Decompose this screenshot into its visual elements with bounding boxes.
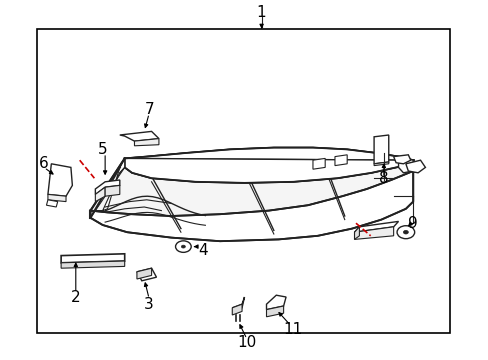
Polygon shape	[334, 155, 346, 166]
Polygon shape	[61, 254, 124, 263]
Bar	[37, 29, 449, 333]
Polygon shape	[124, 148, 412, 160]
Polygon shape	[90, 148, 412, 216]
Polygon shape	[312, 158, 325, 169]
Polygon shape	[134, 139, 159, 146]
Polygon shape	[354, 221, 398, 232]
Circle shape	[399, 228, 411, 237]
Polygon shape	[95, 180, 120, 194]
Text: 7: 7	[144, 102, 154, 117]
Polygon shape	[354, 227, 359, 239]
Text: 4: 4	[198, 243, 207, 258]
Circle shape	[181, 245, 185, 248]
Circle shape	[179, 243, 187, 250]
Polygon shape	[393, 155, 410, 164]
Polygon shape	[137, 268, 156, 281]
Text: 10: 10	[237, 335, 256, 350]
Polygon shape	[232, 304, 242, 315]
Polygon shape	[232, 297, 244, 308]
Polygon shape	[398, 157, 412, 173]
Text: 8: 8	[378, 171, 388, 186]
Text: 3: 3	[144, 297, 154, 312]
Polygon shape	[120, 131, 159, 141]
Polygon shape	[373, 162, 388, 166]
Polygon shape	[137, 268, 151, 279]
Circle shape	[403, 230, 407, 234]
Polygon shape	[354, 227, 393, 239]
Text: 5: 5	[98, 142, 107, 157]
Polygon shape	[61, 261, 124, 268]
Text: 6: 6	[39, 156, 49, 171]
Polygon shape	[373, 135, 388, 164]
Polygon shape	[405, 160, 425, 173]
Polygon shape	[48, 164, 72, 196]
Polygon shape	[95, 187, 105, 202]
Polygon shape	[124, 158, 412, 183]
Polygon shape	[105, 185, 120, 196]
Polygon shape	[266, 306, 283, 317]
Polygon shape	[266, 295, 285, 310]
Text: 2: 2	[71, 289, 81, 305]
Text: 1: 1	[256, 5, 266, 20]
Polygon shape	[90, 158, 124, 211]
Polygon shape	[46, 200, 58, 207]
Polygon shape	[48, 194, 66, 202]
Text: 11: 11	[283, 322, 303, 337]
Text: 9: 9	[407, 216, 417, 231]
